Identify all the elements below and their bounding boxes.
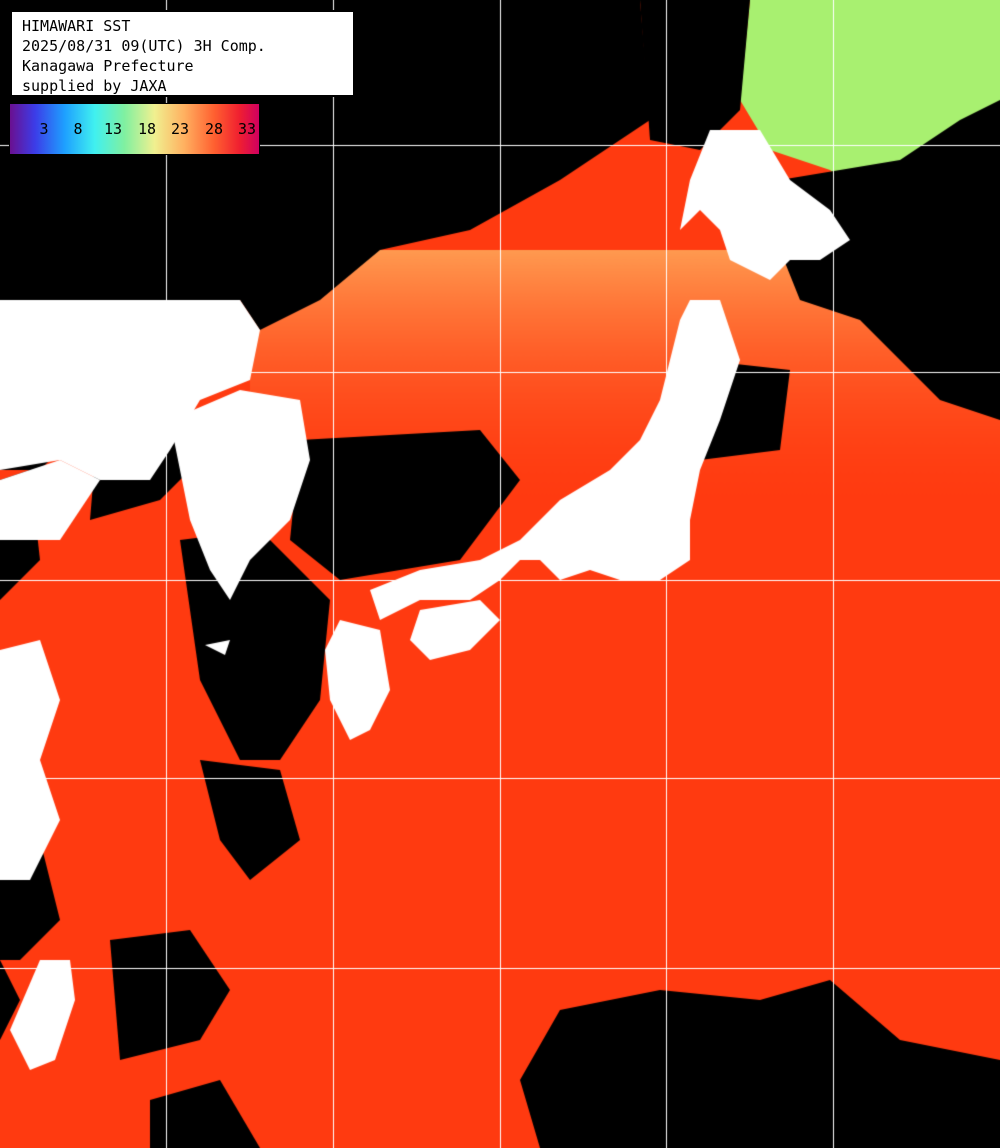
grid-label-lat: 30N (18, 758, 40, 772)
legend-tick: 3 (39, 120, 49, 138)
map-region: Kanagawa Prefecture (22, 57, 194, 75)
legend-tick: 33 (237, 120, 257, 138)
legend-tick: 18 (137, 120, 157, 138)
legend-tick: 13 (103, 120, 123, 138)
map-info-box: HIMAWARI SST 2025/08/31 09(UTC) 3H Comp.… (10, 10, 355, 97)
map-timestamp: 2025/08/31 09(UTC) 3H Comp. (22, 37, 266, 55)
temperature-legend: 3 8 13 18 23 28 33 (9, 103, 260, 155)
legend-tick: 28 (204, 120, 224, 138)
grid-label-lat: 40N (18, 352, 40, 366)
map-title: HIMAWARI SST (22, 17, 131, 35)
legend-tick: 23 (170, 120, 190, 138)
map-credit: supplied by JAXA (22, 77, 167, 95)
legend-tick: 8 (73, 120, 83, 138)
